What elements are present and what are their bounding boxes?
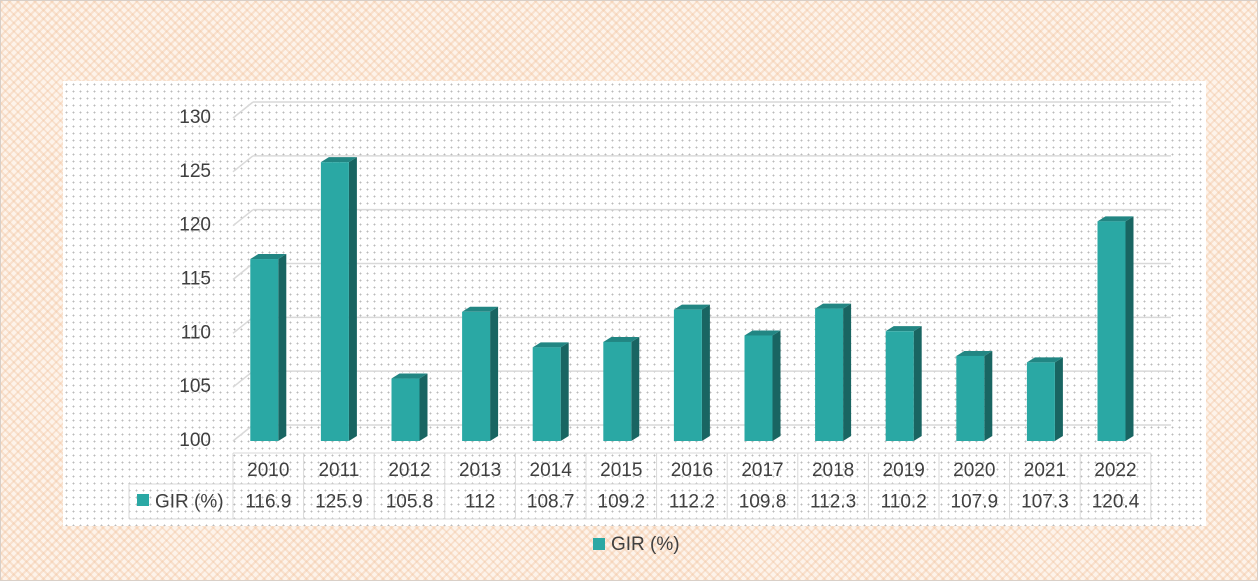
bar — [603, 341, 632, 441]
table-value: 107.9 — [951, 492, 999, 513]
table-value: 109.2 — [598, 492, 646, 513]
x-tick-label: 2017 — [741, 460, 783, 481]
x-tick-label: 2018 — [812, 460, 854, 481]
x-tick-label: 2014 — [530, 460, 573, 481]
bar — [744, 335, 773, 441]
grid-depth — [232, 424, 254, 442]
table-value: 125.9 — [315, 492, 363, 513]
y-tick-label: 130 — [179, 107, 211, 128]
y-tick-label: 100 — [179, 430, 211, 451]
bar-side — [913, 326, 922, 441]
bar — [1097, 221, 1126, 441]
legend-key — [593, 538, 605, 550]
bar-top — [885, 326, 922, 332]
x-tick-label: 2020 — [953, 460, 995, 481]
x-tick-label: 2021 — [1024, 460, 1066, 481]
table-value: 112.3 — [810, 492, 856, 513]
bar-top — [320, 157, 357, 163]
table-value: 107.3 — [1021, 492, 1069, 513]
y-tick-label: 120 — [179, 215, 211, 236]
bar — [815, 308, 844, 441]
bar — [391, 378, 420, 441]
bar-top — [532, 342, 569, 348]
table-value: 120.4 — [1092, 492, 1140, 513]
bar-top — [744, 330, 781, 336]
bar — [462, 311, 491, 441]
x-tick-label: 2012 — [388, 460, 430, 481]
grid-depth — [232, 370, 254, 388]
bar-top — [956, 350, 993, 356]
table-legend: GIR (%) — [155, 492, 224, 513]
x-tick-label: 2015 — [600, 460, 642, 481]
grid-depth — [232, 316, 254, 334]
bar — [673, 309, 702, 441]
bar-side — [772, 330, 781, 441]
grid-depth — [232, 101, 254, 119]
x-tick-label: 2022 — [1094, 460, 1136, 481]
table-value: 112 — [465, 492, 495, 513]
bar-top — [815, 303, 852, 309]
bar-side — [490, 306, 499, 441]
y-tick-label: 115 — [181, 269, 211, 290]
bar-side — [560, 342, 569, 441]
bar-side — [419, 373, 428, 441]
bar — [885, 331, 914, 441]
grid-depth — [232, 155, 254, 173]
y-tick-label: 105 — [179, 376, 211, 397]
bar-top — [603, 336, 640, 342]
x-tick-label: 2019 — [883, 460, 925, 481]
bar-top — [462, 306, 499, 312]
bar-top — [1026, 357, 1063, 363]
x-tick-label: 2013 — [459, 460, 501, 481]
legend-label: GIR (%) — [611, 534, 680, 555]
bar-top — [1097, 216, 1134, 222]
y-tick-label: 125 — [179, 161, 211, 182]
x-tick-label: 2011 — [318, 460, 359, 481]
table-value: 112.2 — [669, 492, 715, 513]
bar-side — [348, 157, 357, 442]
bar-top — [391, 373, 428, 379]
bar-side — [1125, 216, 1134, 441]
bar — [250, 259, 279, 441]
bar-side — [1054, 357, 1063, 441]
grid-depth — [232, 209, 254, 227]
table-value: 110.2 — [881, 492, 927, 513]
legend-key — [137, 494, 149, 506]
bar — [532, 347, 561, 441]
grid-depth — [232, 262, 254, 281]
x-tick-label: 2016 — [671, 460, 713, 481]
bar-top — [250, 254, 287, 260]
table-value: 105.8 — [386, 492, 434, 513]
x-tick-label: 2010 — [247, 460, 289, 481]
bar-side — [843, 303, 852, 441]
bar — [320, 162, 349, 442]
table-value: 108.7 — [527, 492, 575, 513]
table-value: 109.8 — [739, 492, 787, 513]
bar — [956, 355, 985, 441]
table-value: 116.9 — [245, 492, 291, 513]
bar-top — [673, 304, 710, 310]
bar-side — [984, 350, 993, 441]
bar — [1026, 362, 1055, 441]
bar-side — [701, 304, 710, 441]
bar-side — [631, 336, 640, 441]
y-tick-label: 110 — [181, 322, 211, 343]
bar-side — [278, 254, 287, 441]
